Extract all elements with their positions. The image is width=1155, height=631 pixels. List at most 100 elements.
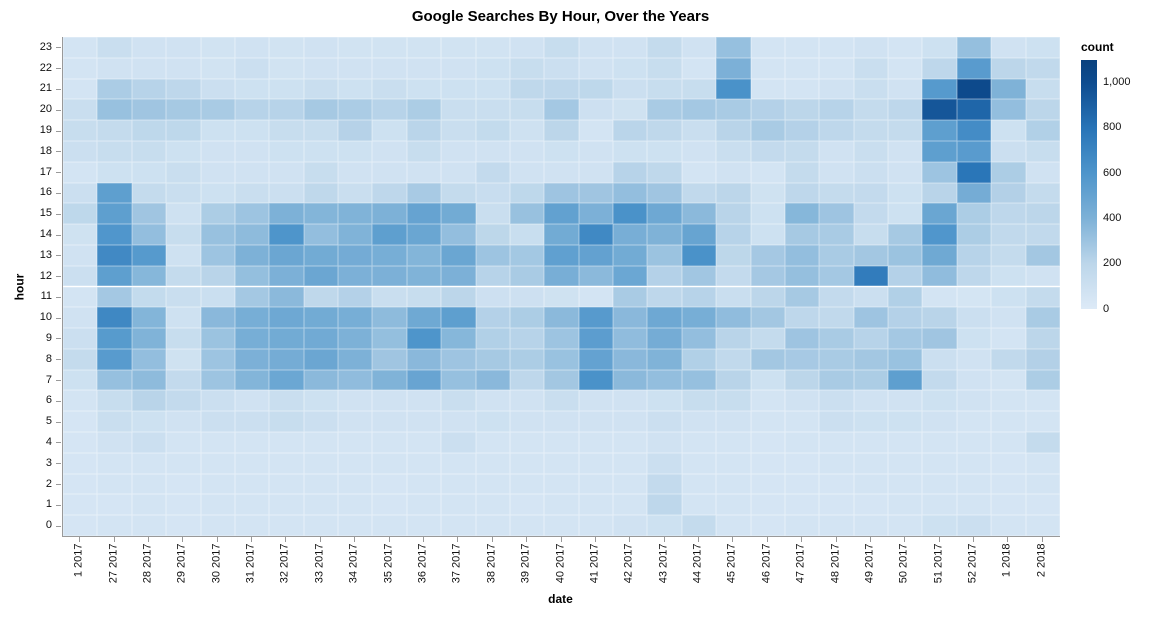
heatmap-cell[interactable] <box>1025 369 1060 391</box>
heatmap-cell[interactable] <box>269 182 304 204</box>
heatmap-cell[interactable] <box>784 473 820 495</box>
heatmap-cell[interactable] <box>269 57 304 79</box>
heatmap-cell[interactable] <box>166 203 201 225</box>
heatmap-cell[interactable] <box>338 390 373 412</box>
heatmap-cell[interactable] <box>647 120 682 141</box>
heatmap-cell[interactable] <box>922 78 957 100</box>
heatmap-cell[interactable] <box>63 57 98 79</box>
heatmap-cell[interactable] <box>613 265 648 287</box>
heatmap-cell[interactable] <box>338 224 373 245</box>
heatmap-cell[interactable] <box>613 78 648 100</box>
heatmap-cell[interactable] <box>338 57 373 79</box>
heatmap-cell[interactable] <box>853 452 889 474</box>
heatmap-cell[interactable] <box>166 182 201 204</box>
heatmap-cell[interactable] <box>544 140 579 162</box>
heatmap-cell[interactable] <box>647 244 682 266</box>
heatmap-cell[interactable] <box>200 328 235 349</box>
heatmap-cell[interactable] <box>853 78 889 100</box>
heatmap-cell[interactable] <box>303 369 339 391</box>
heatmap-cell[interactable] <box>372 265 407 287</box>
heatmap-cell[interactable] <box>509 369 545 391</box>
heatmap-cell[interactable] <box>475 140 510 162</box>
heatmap-cell[interactable] <box>234 515 270 536</box>
heatmap-cell[interactable] <box>784 328 820 349</box>
heatmap-cell[interactable] <box>131 224 167 245</box>
heatmap-cell[interactable] <box>131 161 167 183</box>
heatmap-cell[interactable] <box>681 78 717 100</box>
heatmap-cell[interactable] <box>509 494 545 516</box>
heatmap-cell[interactable] <box>234 182 270 204</box>
heatmap-cell[interactable] <box>681 99 717 121</box>
heatmap-cell[interactable] <box>200 224 235 245</box>
heatmap-cell[interactable] <box>406 369 442 391</box>
heatmap-cell[interactable] <box>406 307 442 329</box>
heatmap-cell[interactable] <box>166 369 201 391</box>
heatmap-cell[interactable] <box>97 390 132 412</box>
heatmap-cell[interactable] <box>613 224 648 245</box>
heatmap-cell[interactable] <box>131 140 167 162</box>
heatmap-cell[interactable] <box>819 411 854 433</box>
heatmap-cell[interactable] <box>200 140 235 162</box>
heatmap-cell[interactable] <box>991 307 1026 329</box>
heatmap-cell[interactable] <box>509 161 545 183</box>
heatmap-cell[interactable] <box>578 224 614 245</box>
heatmap-cell[interactable] <box>406 515 442 536</box>
heatmap-cell[interactable] <box>681 390 717 412</box>
heatmap-cell[interactable] <box>991 99 1026 121</box>
heatmap-cell[interactable] <box>338 120 373 141</box>
heatmap-cell[interactable] <box>853 120 889 141</box>
heatmap-cell[interactable] <box>97 57 132 79</box>
heatmap-cell[interactable] <box>509 348 545 370</box>
heatmap-cell[interactable] <box>956 286 992 308</box>
heatmap-cell[interactable] <box>200 161 235 183</box>
heatmap-cell[interactable] <box>303 348 339 370</box>
heatmap-cell[interactable] <box>613 494 648 516</box>
heatmap-cell[interactable] <box>441 286 476 308</box>
heatmap-cell[interactable] <box>991 452 1026 474</box>
heatmap-cell[interactable] <box>647 140 682 162</box>
heatmap-cell[interactable] <box>956 411 992 433</box>
heatmap-cell[interactable] <box>922 411 957 433</box>
heatmap-cell[interactable] <box>475 369 510 391</box>
heatmap-cell[interactable] <box>888 224 923 245</box>
heatmap-cell[interactable] <box>166 265 201 287</box>
heatmap-cell[interactable] <box>956 390 992 412</box>
heatmap-cell[interactable] <box>338 99 373 121</box>
heatmap-cell[interactable] <box>97 348 132 370</box>
heatmap-cell[interactable] <box>338 432 373 453</box>
heatmap-cell[interactable] <box>922 390 957 412</box>
heatmap-cell[interactable] <box>647 452 682 474</box>
heatmap-cell[interactable] <box>97 452 132 474</box>
heatmap-cell[interactable] <box>509 78 545 100</box>
heatmap-cell[interactable] <box>544 411 579 433</box>
heatmap-cell[interactable] <box>853 411 889 433</box>
heatmap-cell[interactable] <box>613 348 648 370</box>
heatmap-cell[interactable] <box>269 161 304 183</box>
heatmap-cell[interactable] <box>613 411 648 433</box>
heatmap-cell[interactable] <box>991 494 1026 516</box>
heatmap-cell[interactable] <box>956 78 992 100</box>
heatmap-cell[interactable] <box>200 78 235 100</box>
heatmap-cell[interactable] <box>991 120 1026 141</box>
heatmap-cell[interactable] <box>613 182 648 204</box>
heatmap-cell[interactable] <box>303 120 339 141</box>
heatmap-cell[interactable] <box>166 224 201 245</box>
heatmap-cell[interactable] <box>131 473 167 495</box>
heatmap-cell[interactable] <box>1025 120 1060 141</box>
heatmap-cell[interactable] <box>372 99 407 121</box>
heatmap-cell[interactable] <box>544 286 579 308</box>
heatmap-cell[interactable] <box>1025 99 1060 121</box>
heatmap-cell[interactable] <box>613 286 648 308</box>
heatmap-cell[interactable] <box>131 57 167 79</box>
heatmap-cell[interactable] <box>131 369 167 391</box>
heatmap-cell[interactable] <box>1025 390 1060 412</box>
heatmap-cell[interactable] <box>234 203 270 225</box>
heatmap-cell[interactable] <box>922 432 957 453</box>
heatmap-cell[interactable] <box>63 99 98 121</box>
heatmap-cell[interactable] <box>956 515 992 536</box>
heatmap-cell[interactable] <box>647 494 682 516</box>
heatmap-cell[interactable] <box>475 494 510 516</box>
heatmap-cell[interactable] <box>956 307 992 329</box>
heatmap-cell[interactable] <box>544 307 579 329</box>
heatmap-cell[interactable] <box>888 78 923 100</box>
